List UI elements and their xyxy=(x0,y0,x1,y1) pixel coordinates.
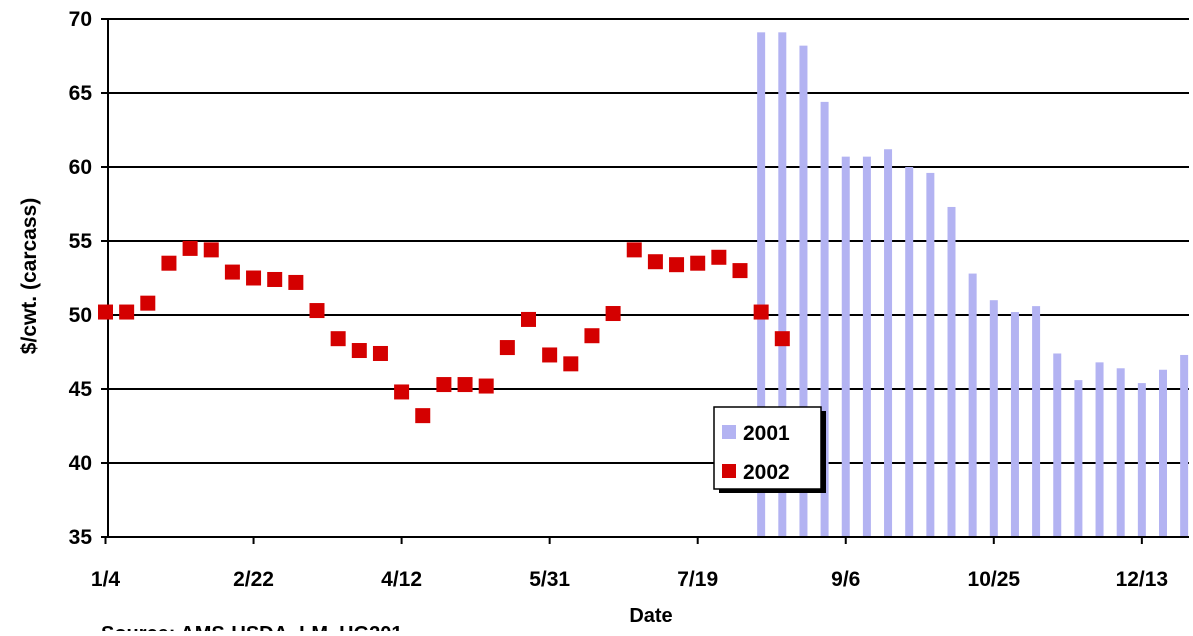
bar-2001-8 xyxy=(926,172,935,538)
marker-2002-12 xyxy=(351,343,367,359)
legend: 2001 2002 xyxy=(713,406,826,493)
bar-2001-12 xyxy=(1010,312,1019,537)
marker-2002-11 xyxy=(330,331,346,347)
marker-2002-29 xyxy=(711,249,727,265)
legend-swatch-2002 xyxy=(722,464,736,478)
bar-2001-2 xyxy=(799,45,808,537)
bar-2001-6 xyxy=(884,149,893,538)
bar-2001-7 xyxy=(905,167,914,537)
marker-2002-24 xyxy=(605,306,621,322)
bar-2001-13 xyxy=(1032,306,1041,537)
marker-2002-4 xyxy=(182,240,198,256)
marker-2002-20 xyxy=(521,311,536,327)
legend-label-2002: 2002 xyxy=(743,461,790,484)
x-tick-label-1: 2/22 xyxy=(233,568,274,591)
marker-2002-26 xyxy=(647,254,663,270)
marker-2002-16 xyxy=(436,377,452,393)
y-tick-label-60: 60 xyxy=(69,156,92,179)
marker-2002-0 xyxy=(98,304,113,320)
x-tick-label-7: 12/13 xyxy=(1116,568,1169,591)
bar-2001-20 xyxy=(1180,354,1189,537)
x-tick-label-5: 9/6 xyxy=(831,568,860,591)
y-tick-label-65: 65 xyxy=(69,82,93,105)
marker-2002-5 xyxy=(203,242,219,258)
marker-2002-25 xyxy=(626,242,642,258)
bar-2001-4 xyxy=(841,156,850,537)
marker-2002-23 xyxy=(584,328,600,344)
y-tick-label-40: 40 xyxy=(69,452,92,475)
marker-2002-8 xyxy=(267,271,283,287)
marker-2002-7 xyxy=(246,270,262,286)
y-tick-label-45: 45 xyxy=(69,378,93,401)
marker-2002-32 xyxy=(774,331,790,347)
marker-2002-2 xyxy=(140,295,156,311)
legend-label-2001: 2001 xyxy=(743,422,790,445)
x-axis-label: Date xyxy=(629,605,672,627)
x-tick-label-3: 5/31 xyxy=(529,568,570,591)
bar-2001-9 xyxy=(947,206,956,537)
y-axis-label: $/cwt. (carcass) xyxy=(18,198,41,354)
marker-2002-27 xyxy=(669,257,685,273)
marker-2002-9 xyxy=(288,274,304,290)
marker-2002-6 xyxy=(224,264,240,280)
bar-2001-17 xyxy=(1116,368,1125,537)
marker-2002-14 xyxy=(394,384,410,400)
bar-2001-15 xyxy=(1074,380,1083,537)
marker-2002-21 xyxy=(542,347,558,363)
bar-2001-11 xyxy=(989,300,998,537)
marker-2002-19 xyxy=(499,340,515,356)
bar-2001-18 xyxy=(1137,383,1146,537)
y-tick-label-35: 35 xyxy=(69,526,93,549)
legend-swatch-2001 xyxy=(722,425,736,439)
marker-2002-1 xyxy=(119,304,135,320)
marker-2002-28 xyxy=(690,255,706,271)
marker-2002-17 xyxy=(457,377,473,393)
y-tick-label-55: 55 xyxy=(69,230,93,253)
x-tick-label-6: 10/25 xyxy=(968,568,1021,591)
y-tick-label-50: 50 xyxy=(69,304,92,327)
x-tick-label-0: 1/4 xyxy=(91,568,121,591)
marker-2002-31 xyxy=(753,304,769,320)
bar-2001-10 xyxy=(968,273,977,537)
bar-2001-3 xyxy=(820,101,829,537)
bar-2001-16 xyxy=(1095,362,1104,537)
x-tick-label-4: 7/19 xyxy=(677,568,718,591)
bar-2001-0 xyxy=(757,32,766,537)
marker-2002-3 xyxy=(161,255,177,271)
marker-2002-30 xyxy=(732,263,748,279)
x-tick-label-2: 4/12 xyxy=(381,568,422,591)
bar-2001-5 xyxy=(862,156,871,537)
bar-2001-19 xyxy=(1159,369,1167,537)
source-note: Source: AMS-USDA, LM_HG201 xyxy=(101,623,403,631)
marker-2002-10 xyxy=(309,303,325,319)
marker-2002-13 xyxy=(372,345,388,361)
marker-2002-18 xyxy=(478,378,494,394)
y-tick-label-70: 70 xyxy=(69,8,92,31)
marker-2002-15 xyxy=(415,408,431,424)
bar-2001-1 xyxy=(778,32,787,537)
bar-2001-14 xyxy=(1053,353,1062,537)
marker-2002-22 xyxy=(563,356,579,372)
